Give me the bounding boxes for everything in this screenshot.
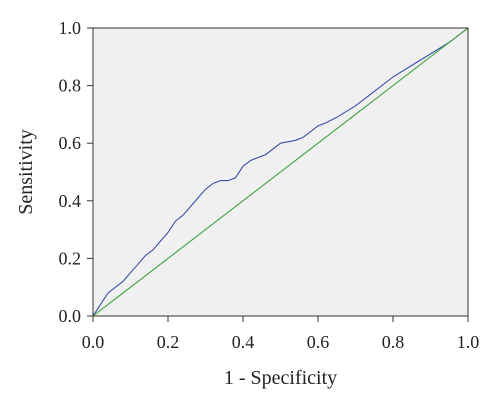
y-axis: 0.0 0.2 0.4 0.6 0.8 1.0 — [59, 18, 93, 326]
y-tick-label: 1.0 — [59, 18, 82, 38]
y-tick-label: 0.2 — [59, 248, 82, 268]
series-layer — [92, 27, 469, 317]
x-tick-label: 0.4 — [232, 332, 255, 352]
x-tick-label: 0.2 — [157, 332, 180, 352]
y-tick-label: 0.4 — [59, 191, 82, 211]
y-tick-label: 0.0 — [59, 306, 82, 326]
series-line-2 — [92, 27, 469, 317]
x-tick-label: 0.8 — [382, 332, 405, 352]
x-axis: 0.0 0.2 0.4 0.6 0.8 1.0 — [82, 316, 480, 352]
plot-frame — [92, 27, 469, 317]
x-tick-label: 0.6 — [307, 332, 330, 352]
x-tick-label: 0.0 — [82, 332, 105, 352]
x-tick-label: 1.0 — [457, 332, 480, 352]
y-tick-label: 0.6 — [59, 133, 82, 153]
x-axis-label: 1 - Specificity — [224, 367, 337, 389]
y-axis-label: Sensitivity — [15, 129, 37, 215]
series-line-1 — [92, 27, 469, 317]
y-tick-label: 0.8 — [59, 76, 82, 96]
